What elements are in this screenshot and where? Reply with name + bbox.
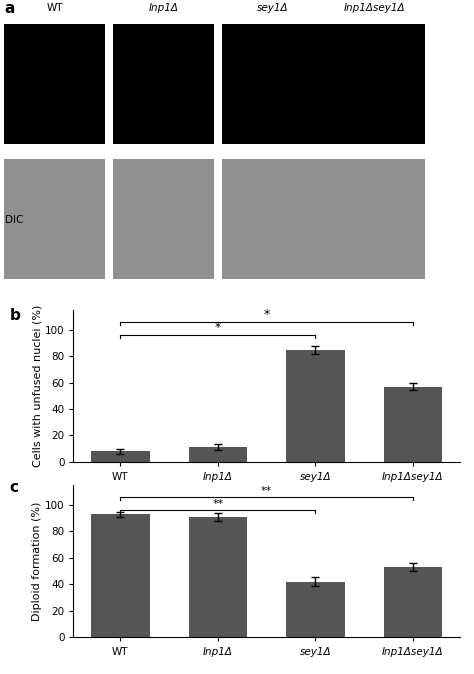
Text: DIC: DIC [5,216,23,225]
Text: WT: WT [112,472,128,482]
Text: **: ** [212,499,223,509]
Y-axis label: Cells with unfused nuclei (%): Cells with unfused nuclei (%) [32,305,42,467]
Bar [323,24,425,144]
Text: WT: WT [112,648,128,657]
Text: Inp1Δ: Inp1Δ [148,3,179,13]
Bar [221,24,323,144]
Text: b: b [9,308,20,323]
Bar [286,350,345,462]
Text: sey1Δ: sey1Δ [257,3,288,13]
Text: *: * [264,307,270,321]
Y-axis label: Diploid formation (%): Diploid formation (%) [32,501,42,621]
Text: sey1Δ: sey1Δ [300,648,331,657]
Bar [91,514,150,637]
Bar [221,159,323,279]
Text: a: a [5,1,15,16]
Bar [91,451,150,462]
Bar [112,159,214,279]
Bar [112,24,214,144]
Text: Inp1Δsey1Δ: Inp1Δsey1Δ [382,472,444,482]
Text: **: ** [261,486,272,496]
Bar [383,567,442,637]
Text: Sec61-GFP: Sec61-GFP [5,80,61,90]
Bar [189,447,247,462]
Bar [4,24,105,144]
Text: Inp1Δsey1Δ: Inp1Δsey1Δ [382,648,444,657]
Bar [4,159,105,279]
Text: WT: WT [46,3,63,13]
Text: *: * [215,321,221,334]
Bar [189,517,247,637]
Bar [383,386,442,462]
Text: Inp1Δsey1Δ: Inp1Δsey1Δ [344,3,405,13]
Text: Inp1Δ: Inp1Δ [203,648,233,657]
Text: Inp1Δ: Inp1Δ [203,472,233,482]
Bar [323,159,425,279]
Text: c: c [9,480,18,495]
Text: sey1Δ: sey1Δ [300,472,331,482]
Bar [286,582,345,637]
